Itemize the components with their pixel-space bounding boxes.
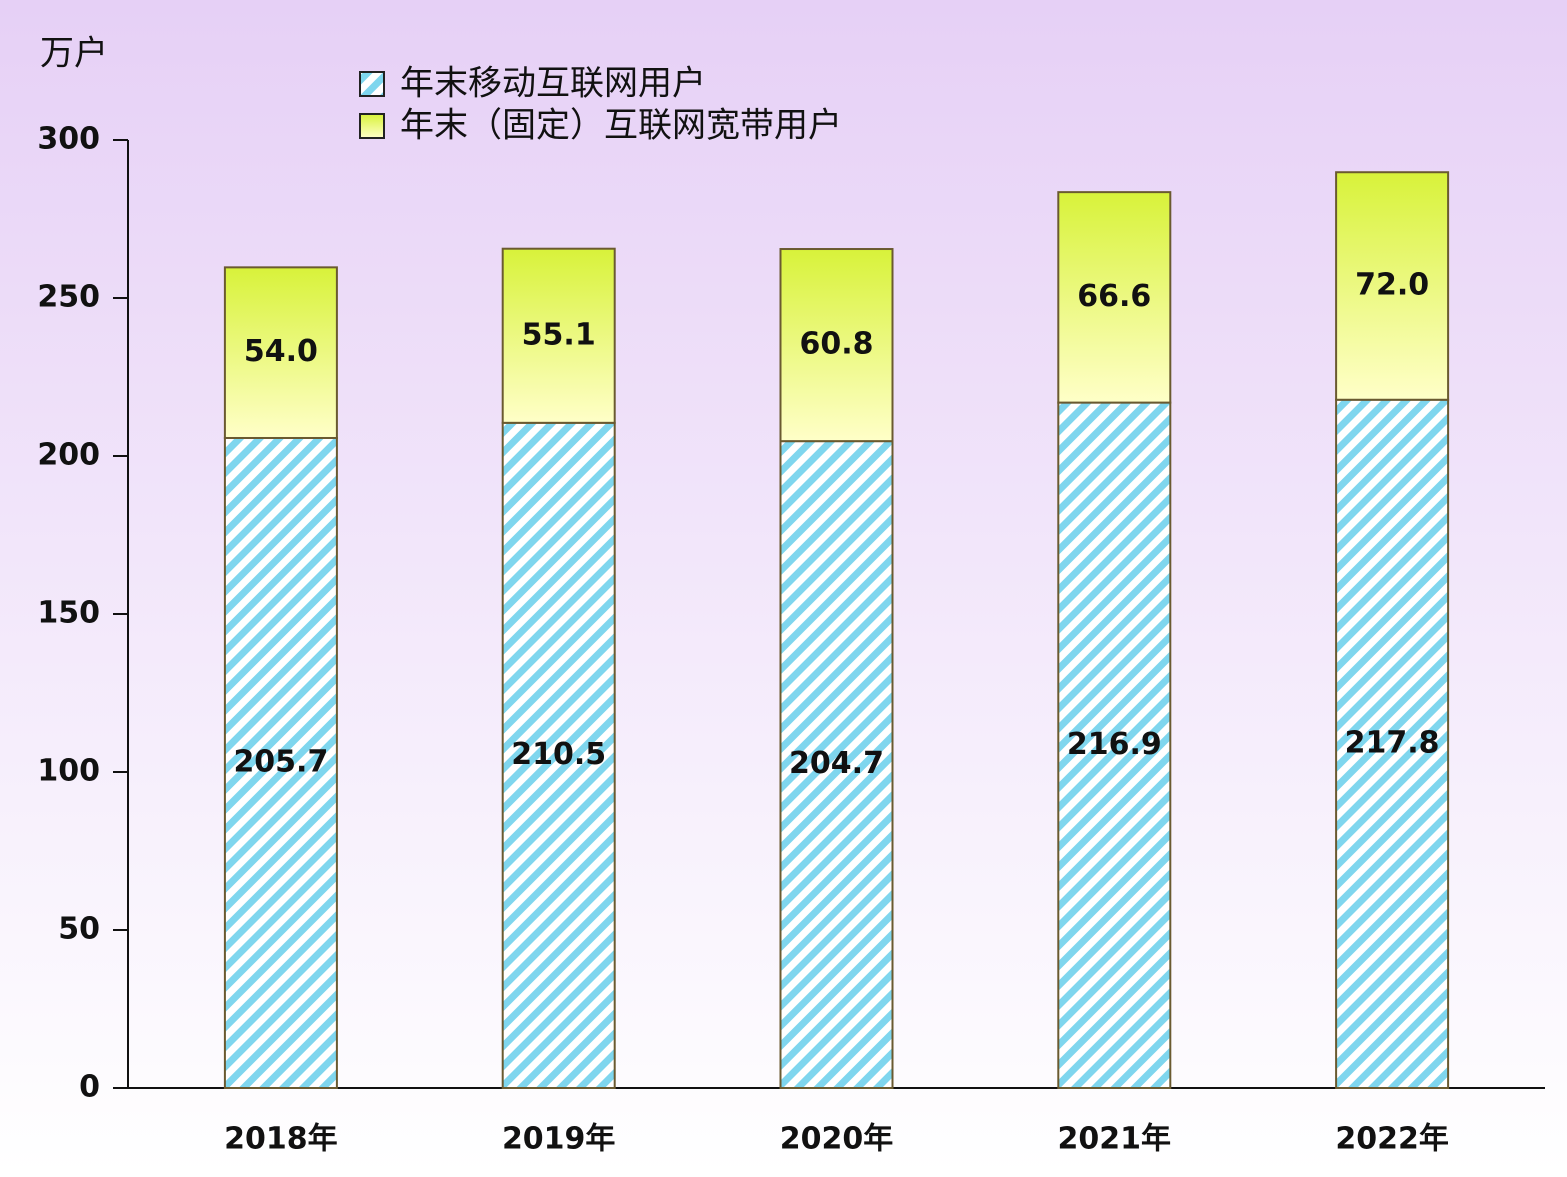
value-label: 204.7	[789, 746, 884, 781]
bar-segment	[501, 247, 616, 424]
bar-segment	[1057, 191, 1172, 404]
y-tick-label: 0	[79, 1070, 100, 1105]
bar-segment	[1335, 171, 1450, 401]
legend-swatch	[359, 113, 385, 139]
x-tick-label: 2018年	[224, 1122, 338, 1157]
y-axis-label: 万户	[40, 34, 108, 74]
value-label: 66.6	[1077, 279, 1151, 314]
legend-swatch	[359, 71, 385, 97]
x-tick-label: 2020年	[780, 1122, 894, 1157]
value-label: 72.0	[1355, 267, 1429, 302]
x-tick-label: 2019年	[502, 1122, 616, 1157]
y-tick-label: 250	[37, 280, 100, 315]
value-label: 55.1	[522, 317, 596, 352]
bar-segment	[779, 440, 894, 1089]
value-label: 216.9	[1067, 727, 1162, 762]
y-tick-label: 100	[37, 754, 100, 789]
y-tick-label: 50	[58, 912, 100, 947]
legend-label: 年末（固定）互联网宽带用户	[400, 106, 842, 146]
value-label: 205.7	[233, 744, 328, 779]
value-label: 54.0	[244, 334, 318, 369]
bar-segment	[1057, 401, 1172, 1089]
y-tick-label: 150	[37, 596, 100, 631]
value-label: 210.5	[511, 737, 606, 772]
legend-label: 年末移动互联网用户	[400, 64, 706, 104]
x-tick-label: 2022年	[1335, 1122, 1449, 1157]
y-tick-label: 300	[37, 122, 100, 157]
value-label: 60.8	[799, 327, 873, 362]
x-tick-label: 2021年	[1058, 1122, 1172, 1157]
value-label: 217.8	[1345, 725, 1440, 760]
bar-segment	[223, 436, 338, 1090]
bar-segment	[779, 248, 894, 443]
y-tick-label: 200	[37, 438, 100, 473]
bar-segment	[223, 266, 338, 439]
